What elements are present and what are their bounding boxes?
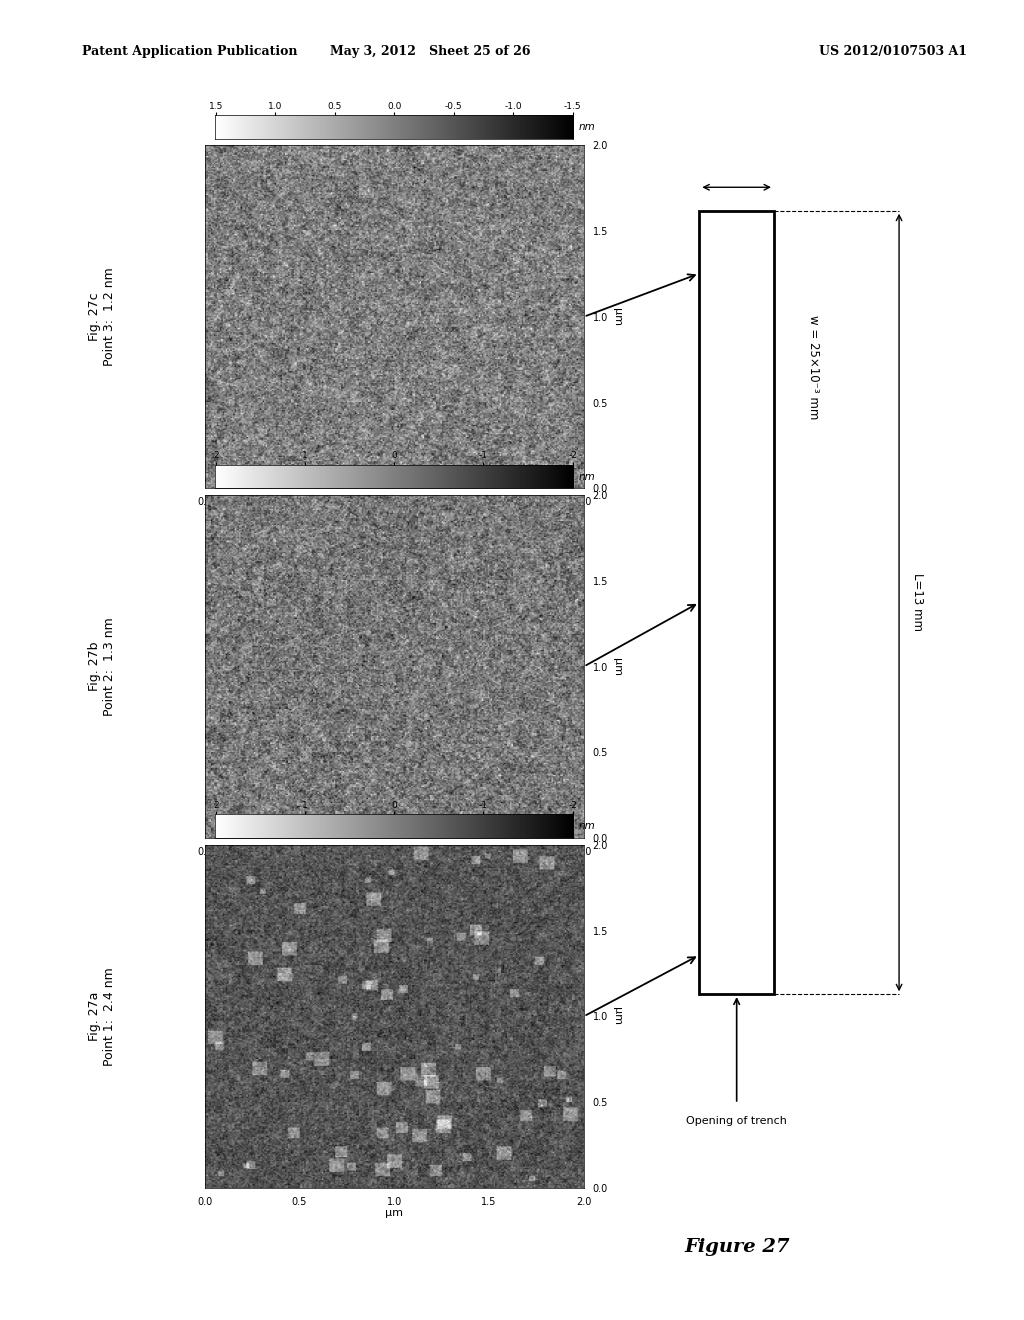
Y-axis label: μm: μm xyxy=(612,657,622,676)
Text: Fig. 27c
Point 3:  1.2 nm: Fig. 27c Point 3: 1.2 nm xyxy=(88,268,117,366)
Y-axis label: μm: μm xyxy=(612,308,622,326)
Bar xyxy=(699,211,774,994)
Text: Patent Application Publication: Patent Application Publication xyxy=(82,45,297,58)
Text: w = 25×10⁻³ mm: w = 25×10⁻³ mm xyxy=(807,315,820,420)
Text: Fig. 27b
Point 2:  1.3 nm: Fig. 27b Point 2: 1.3 nm xyxy=(88,618,117,715)
Y-axis label: μm: μm xyxy=(612,1007,622,1026)
X-axis label: μm: μm xyxy=(385,508,403,519)
Text: May 3, 2012   Sheet 25 of 26: May 3, 2012 Sheet 25 of 26 xyxy=(330,45,530,58)
Text: L=13 mm: L=13 mm xyxy=(911,573,925,631)
Text: nm: nm xyxy=(579,121,595,132)
Text: nm: nm xyxy=(579,821,595,832)
Text: Fig. 27a
Point 1:  2.4 nm: Fig. 27a Point 1: 2.4 nm xyxy=(88,968,117,1065)
X-axis label: μm: μm xyxy=(385,1208,403,1218)
Text: US 2012/0107503 A1: US 2012/0107503 A1 xyxy=(819,45,968,58)
Text: Opening of trench: Opening of trench xyxy=(686,1115,787,1126)
Text: Figure 27: Figure 27 xyxy=(684,1238,791,1257)
Text: nm: nm xyxy=(579,471,595,482)
X-axis label: μm: μm xyxy=(385,858,403,869)
